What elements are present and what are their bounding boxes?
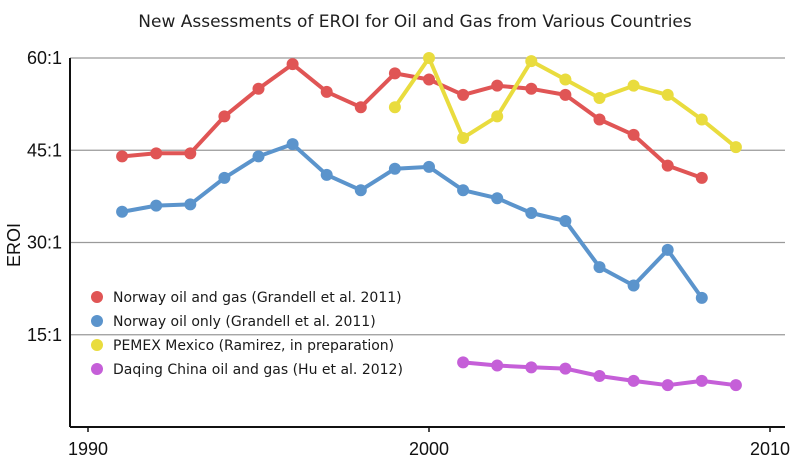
data-point-1 [491, 192, 504, 205]
data-point-1 [627, 279, 640, 292]
data-point-2 [695, 113, 708, 126]
series-line-1 [120, 142, 704, 300]
legend-label: Daqing China oil and gas (Hu et al. 2012… [113, 362, 403, 378]
chart-title: New Assessments of EROI for Oil and Gas … [138, 12, 692, 32]
data-point-1 [320, 168, 333, 181]
x-tick-labels: 1990 2000 2010 [68, 427, 790, 459]
data-point-1 [695, 291, 708, 304]
series-line-2 [392, 56, 738, 150]
data-point-3 [729, 379, 742, 392]
data-point-2 [661, 88, 674, 101]
data-point-0 [423, 73, 435, 86]
x-tick-label: 1990 [68, 439, 108, 459]
data-point-2 [627, 79, 640, 92]
data-point-1 [286, 138, 299, 151]
data-point-0 [457, 88, 470, 101]
x-tick-label: 2000 [409, 439, 449, 459]
data-point-2 [388, 101, 401, 114]
legend-marker [91, 339, 103, 351]
data-point-3 [661, 379, 674, 392]
data-point-0 [695, 171, 708, 184]
data-point-0 [593, 113, 606, 126]
data-point-3 [491, 359, 504, 372]
data-point-1 [184, 198, 197, 211]
data-point-3 [627, 374, 640, 387]
data-point-0 [218, 110, 231, 123]
series-group [116, 52, 742, 392]
data-point-1 [218, 171, 231, 184]
data-point-1 [559, 214, 572, 227]
data-point-1 [388, 162, 401, 175]
data-point-1 [116, 205, 129, 218]
data-point-0 [116, 150, 129, 163]
data-point-0 [525, 82, 538, 95]
y-tick-labels: 15:1 30:1 45:1 60:1 [27, 48, 62, 345]
data-point-0 [252, 82, 265, 95]
data-point-1 [354, 184, 367, 197]
data-point-2 [593, 91, 606, 104]
legend-label: PEMEX Mexico (Ramirez, in preparation) [113, 338, 394, 354]
y-axis-label: EROI [4, 223, 24, 267]
data-point-0 [184, 147, 197, 160]
data-point-3 [593, 369, 606, 382]
series-line-0 [120, 62, 704, 180]
y-tick-label: 60:1 [27, 48, 62, 68]
data-point-0 [491, 79, 504, 92]
data-point-2 [457, 131, 470, 144]
data-point-0 [661, 159, 674, 172]
data-point-1 [457, 184, 470, 197]
data-point-0 [354, 101, 367, 114]
data-point-2 [423, 52, 435, 64]
x-tick-label: 2010 [750, 439, 790, 459]
legend: Norway oil and gas (Grandell et al. 2011… [91, 290, 403, 378]
data-point-1 [525, 206, 538, 219]
data-point-1 [593, 261, 606, 274]
y-tick-label: 30:1 [27, 233, 62, 253]
legend-marker [91, 291, 103, 303]
data-point-1 [150, 199, 163, 212]
data-point-1 [252, 150, 265, 163]
data-point-2 [525, 55, 538, 68]
data-point-1 [423, 160, 435, 173]
y-tick-label: 15:1 [27, 325, 62, 345]
data-point-2 [559, 73, 572, 86]
legend-marker [91, 363, 103, 375]
data-point-1 [661, 243, 674, 256]
data-point-3 [525, 361, 538, 374]
data-point-3 [457, 356, 470, 369]
data-point-2 [729, 141, 742, 154]
data-point-0 [320, 85, 333, 98]
data-point-0 [559, 88, 572, 101]
data-point-0 [286, 58, 299, 71]
data-point-0 [150, 147, 163, 160]
legend-label: Norway oil only (Grandell et al. 2011) [113, 314, 376, 330]
data-point-2 [491, 110, 504, 123]
data-point-0 [388, 67, 401, 80]
legend-label: Norway oil and gas (Grandell et al. 2011… [113, 290, 402, 306]
y-tick-label: 45:1 [27, 140, 62, 160]
legend-marker [91, 315, 103, 327]
data-point-0 [627, 128, 640, 141]
data-point-3 [695, 374, 708, 387]
data-point-3 [559, 362, 572, 375]
